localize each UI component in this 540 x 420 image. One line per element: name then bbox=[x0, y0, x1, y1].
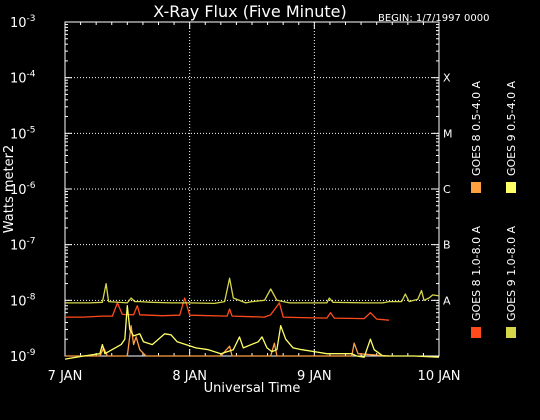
series-line bbox=[65, 297, 390, 321]
legend-label: GOES 8 1.0-8.0 A bbox=[470, 225, 483, 321]
chart-title: X-Ray Flux (Five Minute) bbox=[153, 2, 346, 21]
x-tick-label: 10 JAN bbox=[418, 369, 461, 384]
data-series bbox=[64, 277, 440, 360]
series-line bbox=[65, 277, 440, 305]
x-tick-labels: 7 JAN 8 JAN 9 JAN 10 JAN bbox=[48, 369, 461, 384]
y-tick-exponent: -9 bbox=[27, 348, 36, 358]
legend-swatch bbox=[471, 327, 481, 338]
legend: GOES 8 1.0-8.0 A GOES 9 1.0-8.0 A GOES 8 0… bbox=[470, 80, 518, 338]
flare-class-label: X bbox=[443, 72, 451, 85]
x-tick-label: 8 JAN bbox=[172, 369, 207, 384]
legend-label: GOES 9 1.0-8.0 A bbox=[505, 225, 518, 321]
y-tick-exponent: -3 bbox=[27, 14, 36, 24]
x-axis-label: Universal Time bbox=[204, 381, 301, 396]
flare-class-label: C bbox=[443, 183, 451, 196]
y-tick-exponent: -6 bbox=[27, 181, 36, 191]
y-tick-exponent: -4 bbox=[27, 70, 36, 80]
x-tick-label: 9 JAN bbox=[297, 369, 332, 384]
legend-swatch bbox=[471, 182, 481, 193]
series-line bbox=[64, 305, 440, 360]
x-tick-label: 7 JAN bbox=[48, 369, 83, 384]
legend-label: GOES 9 0.5-4.0 A bbox=[505, 80, 518, 176]
y-tick-exponent: -7 bbox=[27, 237, 36, 247]
grid-lines bbox=[65, 22, 439, 356]
flare-class-label: A bbox=[443, 294, 451, 307]
flare-class-label: M bbox=[443, 127, 453, 140]
legend-swatch bbox=[506, 327, 516, 338]
flare-class-label: B bbox=[443, 239, 451, 252]
begin-timestamp: BEGIN: 1/7/1997 0000 bbox=[378, 13, 489, 24]
flare-class-labels: X M C B A bbox=[443, 72, 453, 308]
series-line bbox=[65, 325, 390, 357]
legend-swatch bbox=[506, 182, 516, 193]
y-tick-exponent: -8 bbox=[27, 292, 36, 302]
y-axis-label: Watts meter2 bbox=[2, 145, 17, 233]
y-tick-exponent: -5 bbox=[27, 125, 36, 135]
legend-label: GOES 8 0.5-4.0 A bbox=[470, 80, 483, 176]
